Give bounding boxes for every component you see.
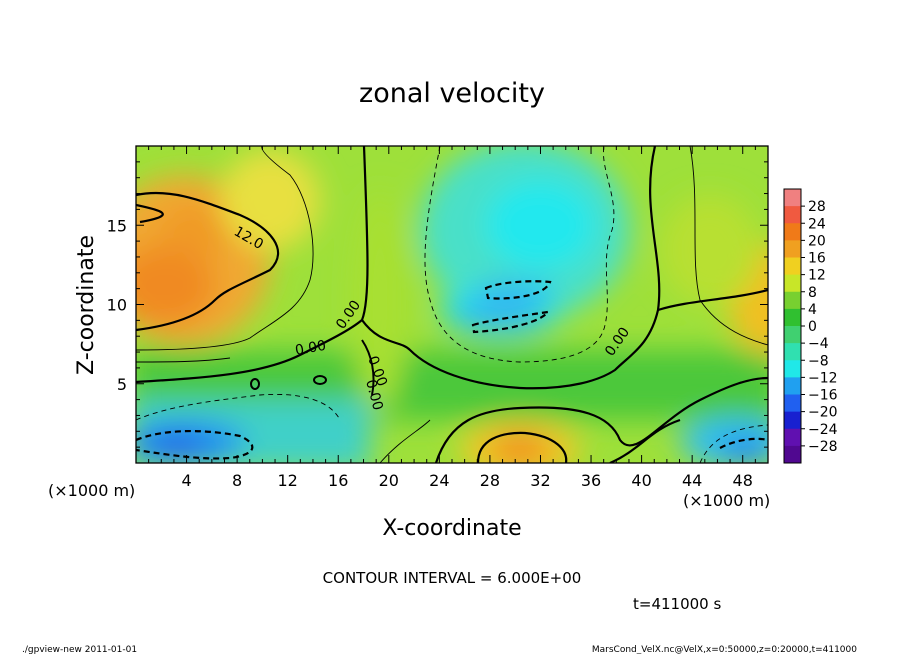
colorbar-swatch [784,206,801,224]
colorbar-swatch [784,343,801,361]
colorbar-label: −16 [808,388,838,404]
x-tick-label: 44 [682,471,702,490]
colorbar-label: −20 [808,405,838,421]
plot-area: 12.0 0.00 0.00 0.00 0.00 0.00 [136,146,768,463]
time-label: t=411000 s [633,595,721,613]
footer-right: MarsCond_VelX.nc@VelX,x=0:50000,z=0:2000… [592,645,857,654]
colorbar-swatch [784,411,801,430]
colorbar-swatch [784,189,801,207]
contour-label: 0.00 [362,378,386,412]
colorbar-label: 24 [808,216,826,232]
colorbar-swatch [784,326,801,344]
colorbar-swatch [784,428,801,447]
colorbar-swatch [784,377,801,395]
x-unit-label-right: (×1000 m) [683,491,770,510]
contour-lines [136,146,768,463]
colorbar-swatch [784,223,801,241]
x-axis: 4 8 12 16 20 24 28 32 36 40 44 48 [148,146,756,490]
colorbar-label: 20 [808,233,826,249]
x-tick-label: 36 [581,471,601,490]
y-tick-label: 5 [117,375,127,394]
y-axis-label: Z-coordinate [74,235,99,375]
x-tick-label: 20 [379,471,399,490]
colorbar-swatch [784,394,801,413]
x-tick-label: 40 [631,471,651,490]
colorbar-label: 8 [808,285,817,301]
x-tick-label: 8 [232,471,242,490]
colorbar-swatch [784,274,801,293]
colorbar-label: 28 [808,199,826,215]
colorbar-label: −24 [808,422,838,438]
colorbar-swatch [784,257,801,276]
contour-label: 0.00 [294,338,327,359]
x-tick-label: 24 [429,471,449,490]
x-tick-label: 48 [733,471,753,490]
x-tick-label: 12 [278,471,298,490]
colorbar-label: −28 [808,439,838,455]
colorbar-label: −12 [808,370,838,386]
y-axis: 5 10 15 [107,161,768,448]
y-tick-label: 10 [107,296,127,315]
colorbar-label: −4 [808,336,829,352]
colorbar-swatch [784,291,801,310]
x-tick-label: 16 [328,471,348,490]
colorbar-swatch [784,240,801,258]
x-tick-label: 28 [480,471,500,490]
colorbar-swatch [784,360,801,378]
colorbar-swatch [784,308,801,327]
y-tick-label: 15 [107,216,127,235]
colorbar-label: 4 [808,302,817,318]
x-unit-label-left: (×1000 m) [48,481,135,500]
x-tick-label: 4 [181,471,191,490]
footer-left: ./gpview-new 2011-01-01 [22,645,137,654]
colorbar-label: −8 [808,353,829,369]
colorbar-label: 0 [808,319,817,335]
colorbar-label: 16 [808,251,826,267]
colorbar-label: 12 [808,268,826,284]
contour-interval: CONTOUR INTERVAL = 6.000E+00 [323,569,582,587]
x-axis-label: X-coordinate [382,516,521,541]
colorbar-swatch [784,445,801,464]
x-tick-label: 32 [530,471,550,490]
chart-title: zonal velocity [359,78,545,109]
